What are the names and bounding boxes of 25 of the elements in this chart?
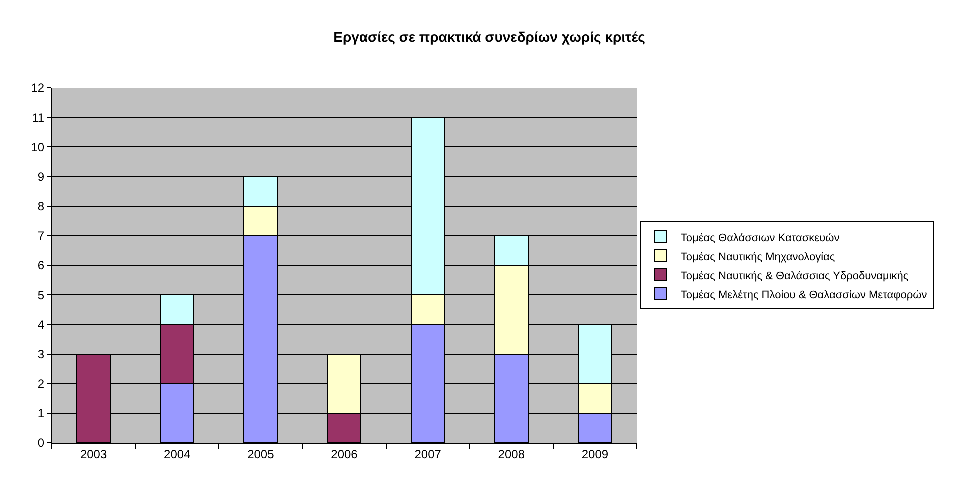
y-tick-label: 10 xyxy=(31,140,45,154)
y-tick-label: 2 xyxy=(38,377,45,392)
legend-label: Τομέας Ναυτικής & Θαλάσσιας Υδροδυναμικής xyxy=(680,270,909,282)
legend-label: Τομέας Μελέτης Πλοίου & Θαλασσίων Μεταφορών xyxy=(680,289,928,302)
y-tick-label: 4 xyxy=(38,318,45,332)
x-tick-label: 2006 xyxy=(331,447,358,462)
y-tick-label: 1 xyxy=(38,406,45,421)
y-tick-label: 12 xyxy=(31,81,45,96)
chart-title: Εργασίες σε πρακτικά συνεδρίων χωρίς κριτές xyxy=(334,28,646,45)
y-tick-label: 8 xyxy=(38,200,45,214)
x-tick-label: 2008 xyxy=(498,447,526,462)
y-tick-label: 5 xyxy=(38,288,45,302)
legend-label: Τομέας Ναυτικής Μηχανολογίας xyxy=(680,251,836,264)
y-tick-label: 3 xyxy=(38,347,45,362)
legend-label: Τομέας Θαλάσσιων Κατασκευών xyxy=(680,232,840,244)
y-tick-label: 7 xyxy=(38,229,45,244)
y-tick-label: 11 xyxy=(32,110,45,125)
y-tick-label: 6 xyxy=(38,258,45,273)
y-tick-label: 9 xyxy=(38,170,45,184)
x-tick-label: 2009 xyxy=(582,447,609,462)
x-tick-label: 2003 xyxy=(80,447,108,462)
x-tick-label: 2007 xyxy=(414,447,442,462)
y-tick-label: 0 xyxy=(38,436,45,450)
x-tick-label: 2005 xyxy=(248,447,275,462)
x-tick-label: 2004 xyxy=(164,447,192,462)
